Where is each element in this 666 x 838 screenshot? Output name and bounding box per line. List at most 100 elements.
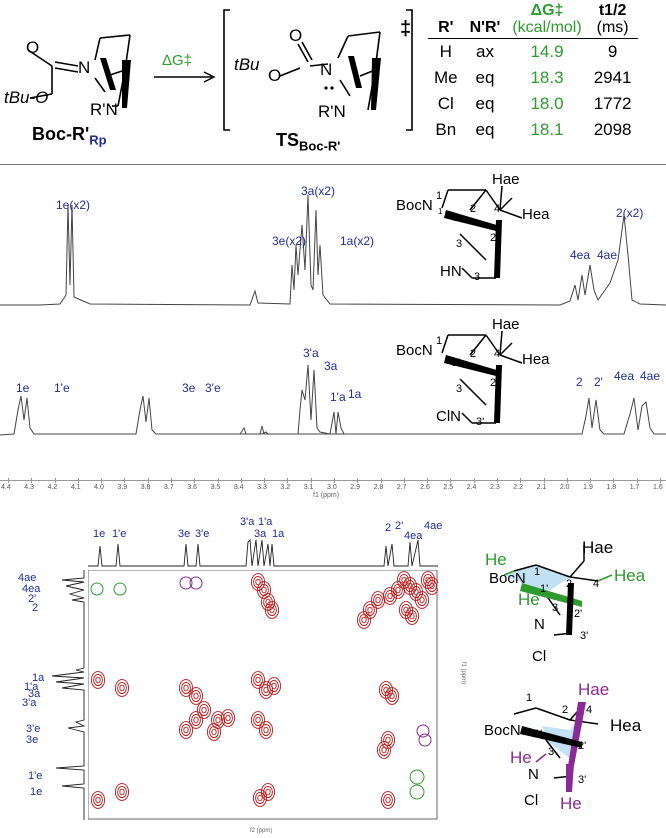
ppm-tick-label: 2.1 [536, 484, 547, 491]
noesy-cross-peak [269, 679, 279, 693]
pos-1p: 1' [452, 357, 461, 369]
peak-label: 1a(x2) [340, 234, 375, 248]
ppm-tick-label: 3.3 [257, 484, 267, 491]
noesy-left-label: 3'e [26, 723, 41, 735]
noesy-cross-peak [380, 731, 396, 749]
ppm-tick-label: 1.9 [583, 484, 593, 491]
cell: Bn [435, 120, 457, 139]
noesy-cross-peak [387, 592, 393, 600]
ts-amine: R'N [318, 102, 346, 121]
cell: 2098 [593, 120, 632, 139]
noesy-top-label: 3e [178, 528, 191, 540]
noesy-cross-peak [269, 606, 275, 614]
ppm-tick [427, 478, 429, 483]
noesy-left-label: 4ea [22, 583, 41, 595]
noesy-cross-peak [375, 596, 381, 604]
ppm-tick [54, 478, 56, 483]
noesy-cross-peak [383, 733, 393, 747]
noesy-cross-peak [183, 726, 189, 734]
ppm-tick-label: 1.6 [653, 484, 663, 491]
svg-text:1: 1 [438, 207, 443, 216]
ppm-tick [520, 478, 522, 483]
noesy-cross-peak [215, 716, 221, 724]
noesy-cross-peak [250, 671, 266, 689]
pos-3p: 3' [476, 416, 485, 428]
noesy-cross-peak [220, 709, 236, 727]
noesy-cross-peak [381, 683, 391, 697]
noesy-cross-peak [255, 676, 261, 684]
noesy-top-label: 1e [93, 528, 106, 540]
ppm-axis-line [0, 480, 666, 481]
noesy-cross-peak [258, 721, 274, 739]
noesy-purple-structure [513, 702, 599, 792]
table-row: Bn eq 18.1 2098 [428, 117, 638, 143]
noesy-cross-peak [382, 587, 398, 605]
pos-2p: 2' [574, 608, 583, 620]
cell: Me [434, 68, 458, 87]
ppm-tick-label: 2.9 [350, 484, 361, 491]
ppm-tick-label: 1.8 [606, 484, 617, 491]
ts-label: TSBoc-R' [276, 130, 341, 154]
reaction-arrow [154, 71, 216, 83]
noesy-cross-peak [209, 725, 219, 739]
spectrum-1-trace [0, 194, 666, 306]
noesy-cross-peak [401, 603, 411, 617]
noesy-left-label: 4ae [18, 572, 37, 584]
bocn-label: BocN [489, 570, 526, 587]
spectrum-1-molecule: 1 [438, 185, 523, 279]
pos-2: 2 [470, 348, 477, 360]
ppm-tick-label: 2.2 [513, 484, 524, 491]
boc-reactant-structure [27, 34, 131, 108]
ppm-tick-label: 3.1 [303, 484, 314, 491]
ppm-tick [240, 478, 242, 483]
noesy-cross-peak [385, 736, 391, 744]
he-label: He [560, 794, 582, 813]
pos-4: 4 [494, 203, 501, 215]
noesy-cross-peak [201, 706, 207, 714]
noesy-cross-peak [409, 612, 415, 620]
noesy-left-label: 1a [32, 672, 45, 684]
noesy-cross-peak [429, 582, 435, 590]
cell: eq [475, 94, 495, 113]
cell: 18.1 [530, 120, 564, 139]
ppm-tick [287, 478, 289, 483]
ppm-tick-label: 2.4 [466, 484, 477, 491]
noesy-left-label: 2 [32, 602, 39, 614]
noesy-cross-peak [404, 607, 420, 625]
cl-label: Cl [532, 648, 547, 665]
noesy-cross-peak [188, 687, 204, 705]
transition-state-structure [223, 9, 413, 131]
ppm-tick [636, 478, 638, 483]
noesy-cross-peak [191, 713, 201, 727]
ppm-tick [310, 478, 312, 483]
noesy-cross-peak [264, 601, 280, 619]
noesy-cross-peak [379, 743, 389, 757]
hea-label: Hea [522, 206, 550, 223]
noesy-cross-peak [225, 714, 231, 722]
peak-label: 1e [16, 381, 30, 395]
table-row: Cl eq 18.0 1772 [428, 91, 638, 117]
noesy-cross-peak [119, 788, 125, 796]
ppm-tick-label: 3.7 [164, 484, 174, 491]
noesy-top-label: 2' [395, 520, 404, 532]
noesy-cross-peak [114, 679, 130, 697]
hea-label: Hea [614, 566, 646, 585]
noesy-top-label: 3'e [195, 528, 210, 540]
spectrum-2-trace [0, 364, 666, 436]
pos-3b: 3 [474, 271, 481, 283]
noesy-left-label: 2' [28, 593, 37, 605]
cell: ax [476, 42, 494, 61]
ppm-tick-label: 4.0 [94, 484, 104, 491]
noesy-cross-peak [263, 726, 269, 734]
ppm-tick [403, 478, 405, 483]
hae-label: Hae [492, 316, 520, 333]
peak-label: 3e(x2) [272, 234, 307, 248]
noesy-cross-peak [210, 711, 226, 729]
noesy-cross-peak [359, 613, 369, 627]
reactant-amine: R'N [90, 100, 118, 119]
peak-label: 3a(x2) [301, 184, 336, 198]
ts-nitrogen: N [320, 60, 333, 79]
ppm-tick-label: 2.0 [559, 484, 570, 491]
noesy-cross-peak [196, 701, 212, 719]
noesy-cross-peak [193, 716, 199, 724]
